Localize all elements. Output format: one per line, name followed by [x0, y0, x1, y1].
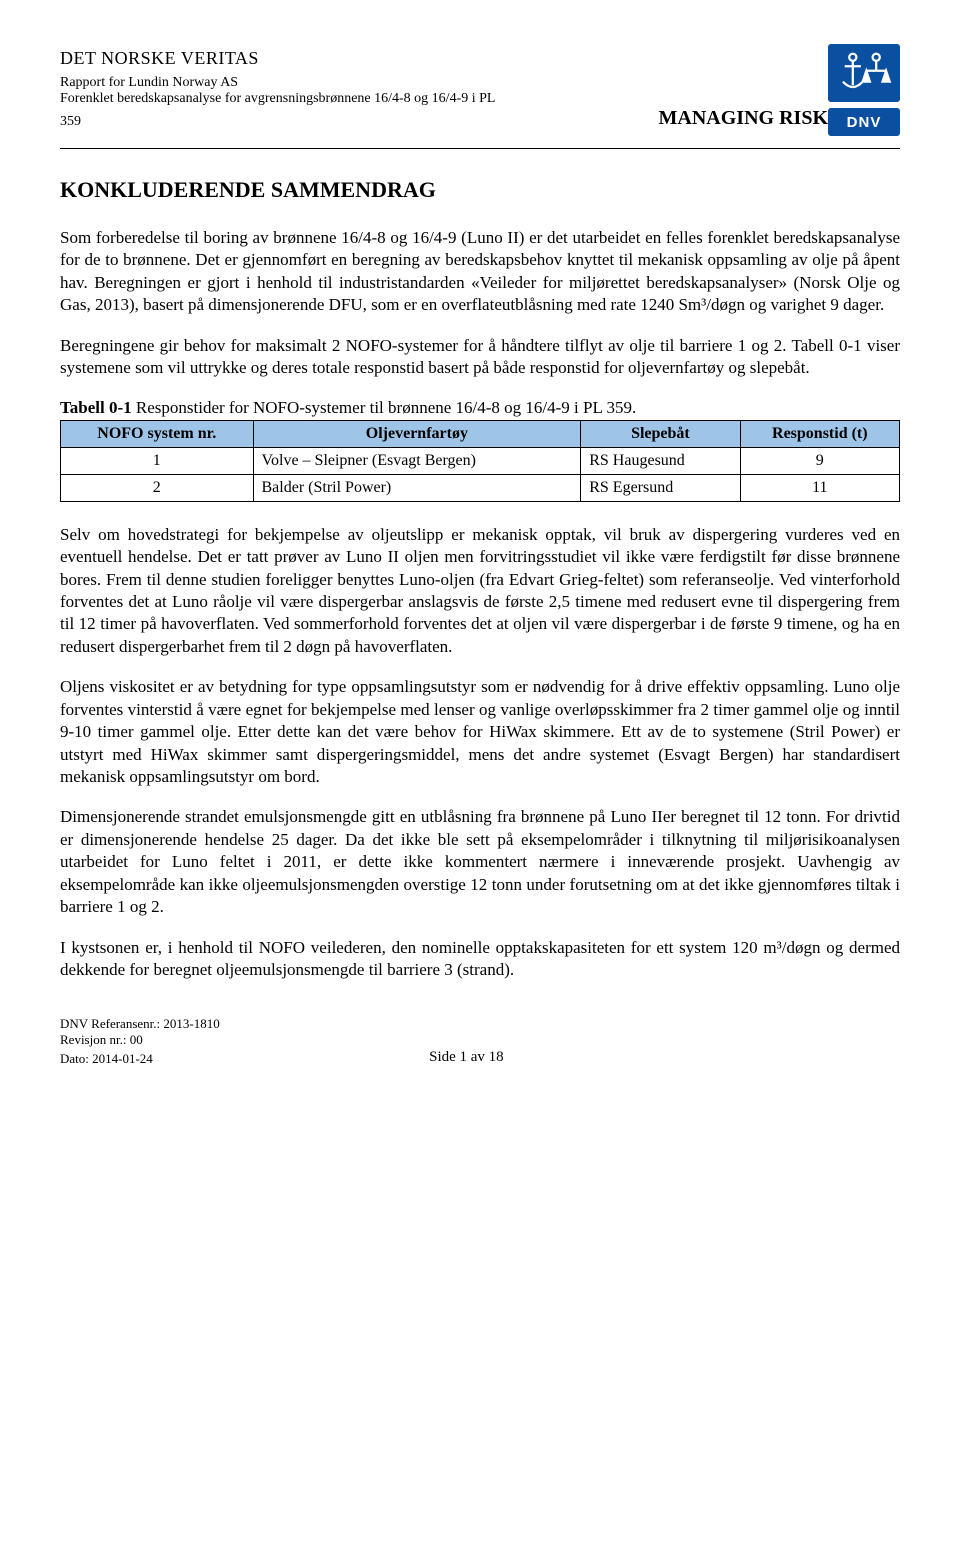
anchor-scales-icon — [837, 51, 892, 96]
report-subtitle-line2: 359 — [60, 114, 81, 130]
paragraph-4: Oljens viskositet er av betydning for ty… — [60, 676, 900, 788]
table-row: 2 Balder (Stril Power) RS Egersund 11 — [61, 474, 900, 501]
cell-fartoy: Balder (Stril Power) — [253, 474, 581, 501]
table-header-row: NOFO system nr. Oljevernfartøy Slepebåt … — [61, 420, 900, 447]
nofo-response-table: NOFO system nr. Oljevernfartøy Slepebåt … — [60, 420, 900, 502]
paragraph-6: I kystsonen er, i henhold til NOFO veile… — [60, 937, 900, 982]
page-header: DET NORSKE VERITAS Rapport for Lundin No… — [60, 48, 900, 136]
document-page: DET NORSKE VERITAS Rapport for Lundin No… — [0, 0, 960, 1107]
report-subtitle-line1: Forenklet beredskapsanalyse for avgrensn… — [60, 91, 828, 107]
managing-risk-label: MANAGING RISK — [659, 107, 828, 130]
table-caption: Tabell 0-1 Responstider for NOFO-systeme… — [60, 398, 900, 418]
footer-rev: Revisjon nr.: 00 — [60, 1032, 900, 1048]
cell-responstid: 11 — [740, 474, 899, 501]
footer-date: Dato: 2014-01-24 — [60, 1051, 153, 1067]
dnv-anchor-logo-icon — [828, 44, 900, 102]
col-responstid: Responstid (t) — [740, 420, 899, 447]
dnv-logo-text: DNV — [847, 114, 882, 131]
footer-ref: DNV Referansenr.: 2013-1810 — [60, 1016, 900, 1032]
report-client: Rapport for Lundin Norway AS — [60, 75, 828, 91]
col-system-nr: NOFO system nr. — [61, 420, 254, 447]
footer-page-number: Side 1 av 18 — [153, 1048, 780, 1067]
paragraph-3: Selv om hovedstrategi for bekjempelse av… — [60, 524, 900, 659]
paragraph-2: Beregningene gir behov for maksimalt 2 N… — [60, 335, 900, 380]
header-divider — [60, 148, 900, 149]
table-caption-text: Responstider for NOFO-systemer til brønn… — [132, 398, 637, 417]
cell-nr: 1 — [61, 447, 254, 474]
cell-slepebat: RS Egersund — [581, 474, 740, 501]
cell-nr: 2 — [61, 474, 254, 501]
col-slepebat: Slepebåt — [581, 420, 740, 447]
page-footer: DNV Referansenr.: 2013-1810 Revisjon nr.… — [60, 1016, 900, 1067]
document-title: KONKLUDERENDE SAMMENDRAG — [60, 177, 900, 203]
table-caption-label: Tabell 0-1 — [60, 398, 132, 417]
cell-fartoy: Volve – Sleipner (Esvagt Bergen) — [253, 447, 581, 474]
org-name: DET NORSKE VERITAS — [60, 48, 828, 69]
cell-slepebat: RS Haugesund — [581, 447, 740, 474]
cell-responstid: 9 — [740, 447, 899, 474]
header-left: DET NORSKE VERITAS Rapport for Lundin No… — [60, 48, 828, 130]
header-right-logos: DNV — [828, 44, 900, 136]
col-oljevernfartoy: Oljevernfartøy — [253, 420, 581, 447]
dnv-text-logo: DNV — [828, 108, 900, 136]
paragraph-5: Dimensjonerende strandet emulsjonsmengde… — [60, 806, 900, 918]
paragraph-1: Som forberedelse til boring av brønnene … — [60, 227, 900, 317]
table-row: 1 Volve – Sleipner (Esvagt Bergen) RS Ha… — [61, 447, 900, 474]
